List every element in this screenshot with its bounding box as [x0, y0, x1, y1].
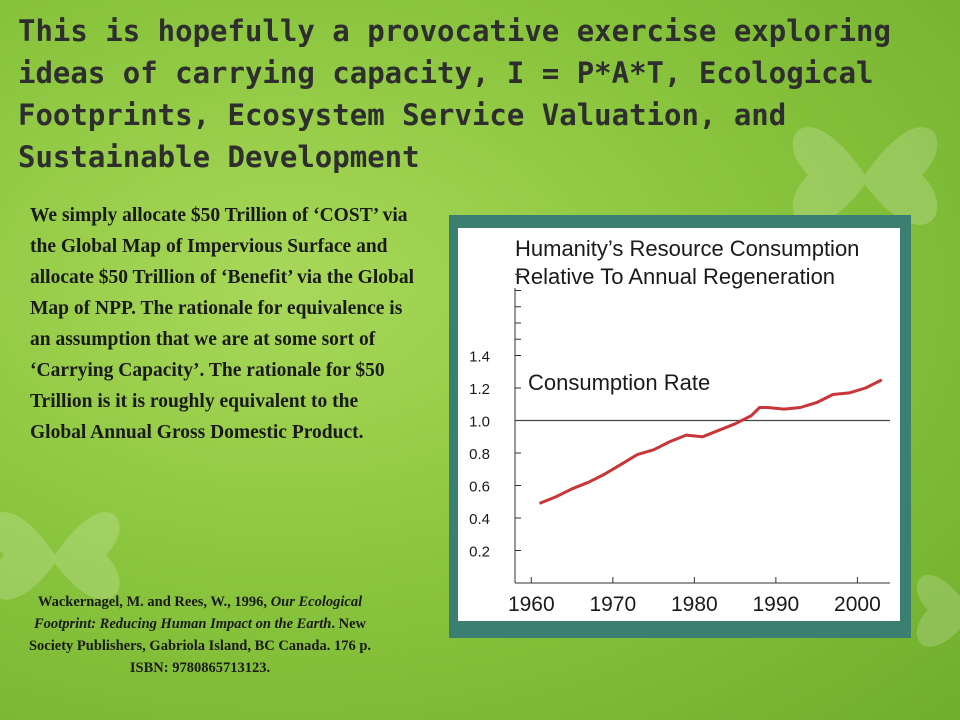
x-tick-label: 1980	[671, 593, 718, 616]
consumption-chart: Humanity’s Resource Consumption Relative …	[469, 236, 890, 616]
x-tick-label: 1960	[508, 593, 555, 616]
butterfly-icon	[792, 127, 938, 225]
slide-title: This is hopefully a provocative exercise…	[18, 14, 891, 174]
chart-frame: Humanity’s Resource Consumption Relative …	[449, 215, 911, 638]
chart-title-line1: Humanity’s Resource Consumption	[515, 236, 859, 261]
slide-body-text: We simply allocate $50 Trillion of ‘COST…	[30, 205, 415, 443]
y-tick-label: 1.4	[469, 349, 490, 366]
y-tick-label: 1.0	[469, 414, 490, 431]
y-tick-label: 0.6	[469, 479, 490, 496]
chart-title-line2: Relative To Annual Regeneration	[515, 264, 835, 289]
y-tick-label: 0.2	[469, 544, 490, 561]
y-tick-label: 1.2	[469, 381, 490, 398]
citation: Wackernagel, M. and Rees, W., 1996, Our …	[15, 591, 385, 679]
x-tick-label: 1990	[753, 593, 800, 616]
series-line-consumption-rate	[538, 378, 883, 505]
y-tick-label: 0.4	[469, 511, 490, 528]
citation-publisher: . New Society Publishers, Gabriola Islan…	[28, 616, 372, 676]
series-label-consumption-rate: Consumption Rate	[528, 370, 710, 395]
chart-panel: Humanity’s Resource Consumption Relative …	[458, 228, 900, 621]
y-tick-label: 0.8	[469, 446, 490, 463]
x-tick-label: 1970	[589, 593, 636, 616]
citation-book-title: Our Ecological Footprint: Reducing Human…	[34, 594, 363, 632]
x-tick-label: 2000	[834, 593, 881, 616]
citation-authors: Wackernagel, M. and Rees, W., 1996,	[37, 594, 268, 610]
butterfly-icon	[916, 574, 960, 647]
butterfly-icon	[0, 512, 120, 600]
